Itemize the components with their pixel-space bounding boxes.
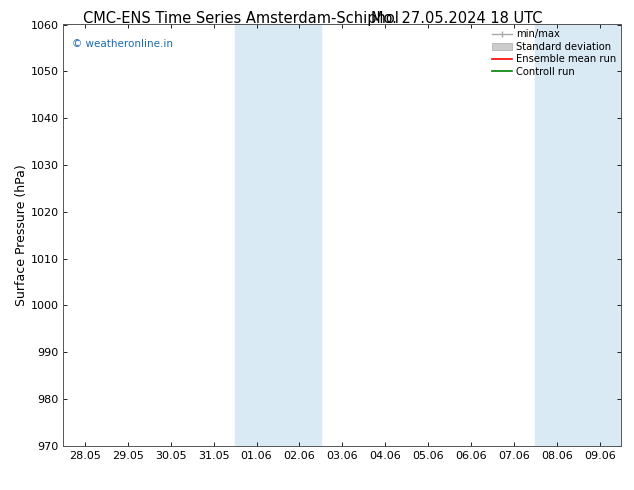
Bar <box>235 24 321 446</box>
Text: CMC-ENS Time Series Amsterdam-Schiphol: CMC-ENS Time Series Amsterdam-Schiphol <box>83 11 399 26</box>
Text: © weatheronline.in: © weatheronline.in <box>72 39 173 49</box>
Bar <box>536 24 621 446</box>
Y-axis label: Surface Pressure (hPa): Surface Pressure (hPa) <box>15 164 28 306</box>
Text: Mo. 27.05.2024 18 UTC: Mo. 27.05.2024 18 UTC <box>371 11 542 26</box>
Legend: min/max, Standard deviation, Ensemble mean run, Controll run: min/max, Standard deviation, Ensemble me… <box>490 27 618 79</box>
